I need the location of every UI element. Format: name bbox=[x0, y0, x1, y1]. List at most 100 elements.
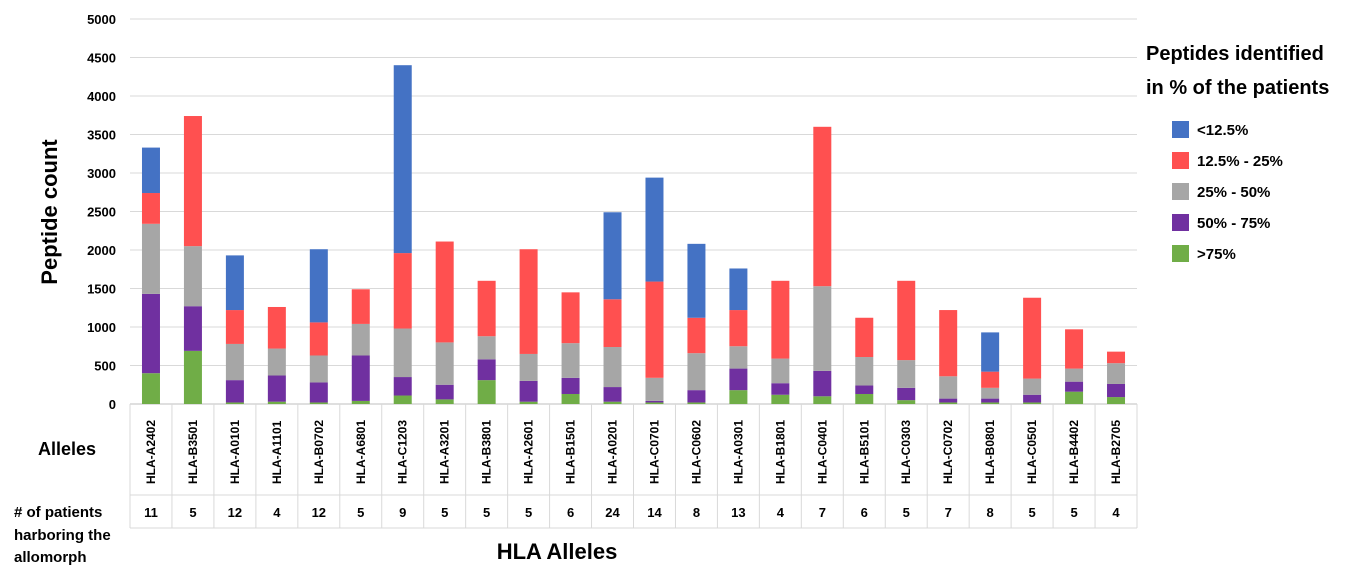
x-tick-HLA-A3201: HLA-A3201 bbox=[438, 420, 452, 484]
bar-segment-HLA-A3201-s3 bbox=[435, 241, 454, 343]
bar-segment-HLA-B0801-s4 bbox=[981, 332, 1000, 372]
x-tick-HLA-B3801: HLA-B3801 bbox=[480, 420, 494, 484]
bar-segment-HLA-B1801-s2 bbox=[771, 358, 790, 384]
bar-segment-HLA-C0602-s4 bbox=[687, 243, 706, 318]
bar-segment-HLA-B2705-s0 bbox=[1107, 397, 1126, 404]
bar-segment-HLA-A3201-s2 bbox=[435, 342, 454, 385]
x-tick-HLA-A0301: HLA-A0301 bbox=[731, 420, 745, 484]
patients-HLA-C0602: 8 bbox=[693, 505, 700, 520]
bar-segment-HLA-C0701-s1 bbox=[645, 400, 664, 403]
legend-entry-1: 12.5% - 25% bbox=[1197, 153, 1283, 170]
bar-segment-HLA-C0602-s0 bbox=[687, 402, 706, 404]
bar-segment-HLA-B3501-s3 bbox=[183, 116, 202, 247]
bar-stack-HLA-C0702 bbox=[939, 310, 958, 404]
y-tick-3500: 3500 bbox=[87, 128, 116, 143]
bar-segment-HLA-C0602-s3 bbox=[687, 317, 706, 354]
bar-segment-HLA-C0702-s2 bbox=[939, 376, 958, 399]
bar-segment-HLA-C0501-s2 bbox=[1023, 378, 1042, 395]
bar-segment-HLA-A0201-s4 bbox=[603, 212, 622, 300]
x-tick-HLA-C0602: HLA-C0602 bbox=[689, 420, 703, 484]
row-label-patients-3: allomorph bbox=[14, 549, 87, 566]
bar-segment-HLA-C1203-s2 bbox=[393, 328, 412, 378]
bar-segment-HLA-C0701-s3 bbox=[645, 281, 664, 378]
bar-segment-HLA-C0401-s0 bbox=[813, 396, 832, 404]
bar-segment-HLA-C1203-s1 bbox=[393, 377, 412, 396]
bar-segment-HLA-B0702-s2 bbox=[309, 355, 328, 383]
bar-stack-HLA-B3501 bbox=[183, 116, 202, 404]
patients-HLA-A0101: 12 bbox=[228, 505, 242, 520]
bar-segment-HLA-A2601-s3 bbox=[519, 249, 538, 354]
bar-stack-HLA-C0303 bbox=[897, 280, 916, 404]
bar-segment-HLA-A0101-s3 bbox=[225, 310, 244, 344]
bar-segment-HLA-C0303-s2 bbox=[897, 360, 916, 388]
bar-segment-HLA-A2402-s1 bbox=[141, 293, 160, 374]
patients-HLA-B0702: 12 bbox=[312, 505, 326, 520]
row-label-patients-1: # of patients bbox=[14, 504, 102, 521]
bar-segment-HLA-B5101-s1 bbox=[855, 385, 874, 394]
bar-segment-HLA-B1501-s1 bbox=[561, 377, 580, 394]
bar-segment-HLA-A6801-s3 bbox=[351, 289, 370, 324]
bar-segment-HLA-B0801-s0 bbox=[981, 402, 1000, 404]
bar-segment-HLA-C0602-s2 bbox=[687, 353, 706, 391]
bar-segment-HLA-C0501-s3 bbox=[1023, 297, 1042, 379]
x-tick-HLA-B4402: HLA-B4402 bbox=[1067, 420, 1081, 484]
patients-HLA-B5101: 6 bbox=[861, 505, 868, 520]
y-tick-1500: 1500 bbox=[87, 282, 116, 297]
bar-segment-HLA-C1203-s0 bbox=[393, 395, 412, 404]
bar-segment-HLA-C0701-s4 bbox=[645, 177, 664, 282]
bar-segment-HLA-A3201-s1 bbox=[435, 384, 454, 400]
bar-segment-HLA-B4402-s2 bbox=[1065, 368, 1084, 382]
legend-swatch-0 bbox=[1172, 121, 1189, 138]
bar-segment-HLA-B0702-s3 bbox=[309, 322, 328, 356]
bar-segment-HLA-C0303-s3 bbox=[897, 280, 916, 361]
patients-HLA-B1801: 4 bbox=[777, 505, 785, 520]
bar-segment-HLA-A3201-s0 bbox=[435, 399, 454, 404]
y-tick-4500: 4500 bbox=[87, 51, 116, 66]
bar-segment-HLA-A0101-s2 bbox=[225, 343, 244, 381]
bar-segment-HLA-A2601-s1 bbox=[519, 380, 538, 402]
y-tick-2500: 2500 bbox=[87, 205, 116, 220]
x-tick-HLA-B0702: HLA-B0702 bbox=[312, 420, 326, 484]
bar-segment-HLA-C0702-s0 bbox=[939, 402, 958, 404]
bar-segment-HLA-C0701-s0 bbox=[645, 402, 664, 404]
bar-segment-HLA-A2402-s0 bbox=[141, 373, 160, 404]
y-tick-labels: 0 500 1000 1500 2000 2500 3000 3500 4000 4500 5000 bbox=[87, 12, 116, 412]
bar-segment-HLA-A0101-s4 bbox=[225, 255, 244, 311]
bar-segment-HLA-A0101-s0 bbox=[225, 402, 244, 404]
bar-segment-HLA-A2402-s4 bbox=[141, 147, 160, 194]
bar-stack-HLA-A6801 bbox=[351, 289, 370, 404]
legend-swatch-4 bbox=[1172, 245, 1189, 262]
bar-stack-HLA-C0602 bbox=[687, 243, 706, 404]
x-tick-HLA-A0101: HLA-A0101 bbox=[228, 420, 242, 484]
bar-segment-HLA-C0401-s3 bbox=[813, 126, 832, 287]
bar-segment-HLA-B1801-s0 bbox=[771, 394, 790, 404]
legend-entry-0: <12.5% bbox=[1197, 122, 1248, 139]
bar-segment-HLA-B3801-s1 bbox=[477, 359, 496, 381]
y-tick-0: 0 bbox=[109, 397, 116, 412]
patients-HLA-C0702: 7 bbox=[945, 505, 952, 520]
bar-stack-HLA-A1101 bbox=[267, 306, 286, 404]
x-tick-HLA-C0501: HLA-C0501 bbox=[1025, 420, 1039, 484]
bar-segment-HLA-A6801-s1 bbox=[351, 355, 370, 401]
bar-segment-HLA-B3501-s1 bbox=[183, 306, 202, 351]
x-tick-HLA-B2705: HLA-B2705 bbox=[1109, 420, 1123, 484]
bar-segment-HLA-B0801-s3 bbox=[981, 371, 1000, 388]
bar-segment-HLA-B4402-s0 bbox=[1065, 391, 1084, 404]
bar-segment-HLA-C0702-s3 bbox=[939, 310, 958, 377]
bar-segment-HLA-B0801-s2 bbox=[981, 387, 1000, 399]
bar-stack-HLA-B2705 bbox=[1107, 351, 1126, 404]
patients-HLA-B1501: 6 bbox=[567, 505, 574, 520]
x-tick-HLA-C0701: HLA-C0701 bbox=[647, 420, 661, 484]
bar-segment-HLA-A0301-s2 bbox=[729, 346, 748, 369]
bar-segment-HLA-C0303-s0 bbox=[897, 400, 916, 404]
patients-HLA-C1203: 9 bbox=[399, 505, 406, 520]
grid-lines bbox=[130, 18, 1137, 405]
bar-stack-HLA-B0702 bbox=[309, 249, 328, 404]
bar-segment-HLA-B4402-s3 bbox=[1065, 329, 1084, 369]
bar-segment-HLA-B3801-s0 bbox=[477, 380, 496, 404]
y-tick-3000: 3000 bbox=[87, 166, 116, 181]
patients-HLA-B0801: 8 bbox=[987, 505, 994, 520]
x-tick-HLA-B3501: HLA-B3501 bbox=[186, 420, 200, 484]
patients-HLA-A1101: 4 bbox=[273, 505, 281, 520]
x-tick-HLA-C0702: HLA-C0702 bbox=[941, 420, 955, 484]
